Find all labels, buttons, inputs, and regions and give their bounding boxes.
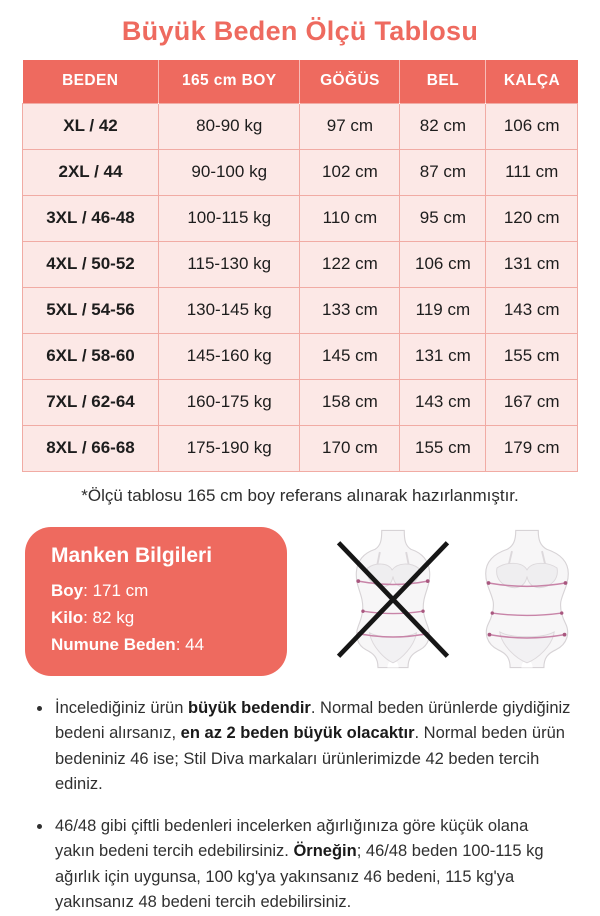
cell-measurement: 82 cm: [399, 102, 487, 150]
col-header-bel: BEL: [399, 60, 487, 103]
cell-measurement: 179 cm: [485, 424, 578, 472]
crossed-out-slim-figure-icon: [336, 529, 450, 668]
cell-measurement: 145-160 kg: [157, 332, 301, 380]
table-row: 2XL / 44 90-100 kg 102 cm 87 cm 111 cm: [22, 148, 578, 196]
table-row: 4XL / 50-52 115-130 kg 122 cm 106 cm 131 cm: [22, 240, 578, 288]
cell-measurement: 102 cm: [299, 148, 401, 196]
cell-measurement: 131 cm: [399, 332, 487, 380]
size-table-body: XL / 42 80-90 kg 97 cm 82 cm 106 cm 2XL / 44 9…: [22, 102, 578, 472]
cell-size-label: 7XL / 62-64: [22, 378, 159, 426]
cell-measurement: 120 cm: [485, 194, 578, 242]
table-row: XL / 42 80-90 kg 97 cm 82 cm 106 cm: [22, 102, 578, 150]
table-row: 3XL / 46-48 100-115 kg 110 cm 95 cm 120 cm: [22, 194, 578, 242]
note-item: 46/48 gibi çiftli bedenleri incelerken a…: [30, 814, 572, 916]
note-text-segment: 46/48 gibi çiftli bedenleri incelerken a…: [55, 816, 529, 861]
cell-size-label: 5XL / 54-56: [22, 286, 159, 334]
cell-measurement: 106 cm: [399, 240, 487, 288]
cell-measurement: 143 cm: [399, 378, 487, 426]
plus-size-figure-icon: [485, 529, 569, 668]
cell-measurement: 106 cm: [485, 102, 578, 150]
col-header-beden: BEDEN: [22, 60, 159, 103]
cell-size-label: 4XL / 50-52: [22, 240, 159, 288]
cell-measurement: 115-130 kg: [157, 240, 301, 288]
info-notes: İncelediğiniz ürün büyük bedendir. Norma…: [30, 696, 572, 916]
cell-measurement: 170 cm: [299, 424, 401, 472]
size-table-header: BEDEN 165 cm BOY GÖĞÜS BEL KALÇA: [22, 60, 578, 103]
model-sample-size-value: : 44: [175, 634, 205, 654]
note-text-segment: büyük bedendir: [188, 698, 311, 717]
model-height-label: Boy: [51, 580, 84, 600]
model-info-box: Manken Bilgileri Boy: 171 cm Kilo: 82 kg…: [25, 526, 287, 676]
note-text-segment: . Normal beden ürünlerde giydiğiniz bede…: [55, 698, 571, 743]
cell-measurement: 131 cm: [485, 240, 578, 288]
table-row: 6XL / 58-60 145-160 kg 145 cm 131 cm 155 cm: [22, 332, 578, 380]
model-sample-size-label: Numune Beden: [51, 634, 176, 654]
table-row: 8XL / 66-68 175-190 kg 170 cm 155 cm 179 cm: [22, 424, 578, 472]
cell-measurement: 133 cm: [299, 286, 401, 334]
note-item: İncelediğiniz ürün büyük bedendir. Norma…: [30, 696, 572, 798]
cell-size-label: 2XL / 44: [22, 148, 159, 196]
fit-comparison-figures: [332, 527, 588, 671]
cell-size-label: XL / 42: [22, 102, 159, 150]
size-table: BEDEN 165 cm BOY GÖĞÜS BEL KALÇA XL / 42…: [22, 60, 578, 472]
note-text-segment: İncelediğiniz ürün: [55, 698, 188, 717]
cell-size-label: 6XL / 58-60: [22, 332, 159, 380]
cell-size-label: 3XL / 46-48: [22, 194, 159, 242]
cell-measurement: 167 cm: [485, 378, 578, 426]
table-row: 7XL / 62-64 160-175 kg 158 cm 143 cm 167 cm: [22, 378, 578, 426]
note-text-segment: en az 2 beden büyük olacaktır: [180, 724, 415, 742]
cell-measurement: 143 cm: [485, 286, 578, 334]
cell-measurement: 175-190 kg: [157, 424, 301, 472]
cell-measurement: 122 cm: [299, 240, 401, 288]
cell-measurement: 145 cm: [299, 332, 401, 380]
cell-measurement: 155 cm: [485, 332, 578, 380]
cell-measurement: 110 cm: [299, 194, 401, 242]
table-footnote: *Ölçü tablosu 165 cm boy referans alınar…: [81, 485, 519, 505]
model-weight-value: : 82 kg: [83, 607, 135, 627]
cell-measurement: 90-100 kg: [157, 148, 301, 196]
cell-measurement: 158 cm: [299, 378, 401, 426]
cell-measurement: 111 cm: [485, 148, 578, 196]
model-weight-line: Kilo: 82 kg: [51, 604, 261, 631]
model-sample-size-line: Numune Beden: 44: [51, 631, 261, 658]
cell-measurement: 119 cm: [399, 286, 487, 334]
note-text-segment: . Normal beden ürün bedeniniz 46 ise; St…: [55, 724, 565, 793]
cell-measurement: 97 cm: [299, 102, 401, 150]
col-header-boy: 165 cm BOY: [158, 60, 301, 103]
cell-measurement: 130-145 kg: [157, 286, 301, 334]
model-height-value: : 171 cm: [83, 580, 149, 600]
cell-measurement: 100-115 kg: [157, 194, 301, 242]
model-info-title: Manken Bilgileri: [51, 543, 213, 567]
note-text-segment: Örneğin: [293, 842, 357, 860]
model-info-section: Manken Bilgileri Boy: 171 cm Kilo: 82 kg…: [25, 526, 588, 676]
cell-measurement: 87 cm: [399, 148, 487, 196]
col-header-kalca: KALÇA: [485, 60, 578, 103]
model-height-line: Boy: 171 cm: [51, 577, 261, 604]
cell-size-label: 8XL / 66-68: [22, 424, 159, 472]
header-row: BEDEN 165 cm BOY GÖĞÜS BEL KALÇA: [22, 60, 578, 103]
cell-measurement: 95 cm: [399, 194, 487, 242]
page-title: Büyük Beden Ölçü Tablosu: [121, 16, 479, 46]
table-row: 5XL / 54-56 130-145 kg 133 cm 119 cm 143 cm: [22, 286, 578, 334]
model-weight-label: Kilo: [51, 607, 84, 627]
cell-measurement: 80-90 kg: [157, 102, 301, 150]
col-header-gogus: GÖĞÜS: [299, 60, 401, 103]
cell-measurement: 160-175 kg: [157, 378, 301, 426]
x-mark-icon: [336, 540, 450, 658]
cell-measurement: 155 cm: [399, 424, 487, 472]
